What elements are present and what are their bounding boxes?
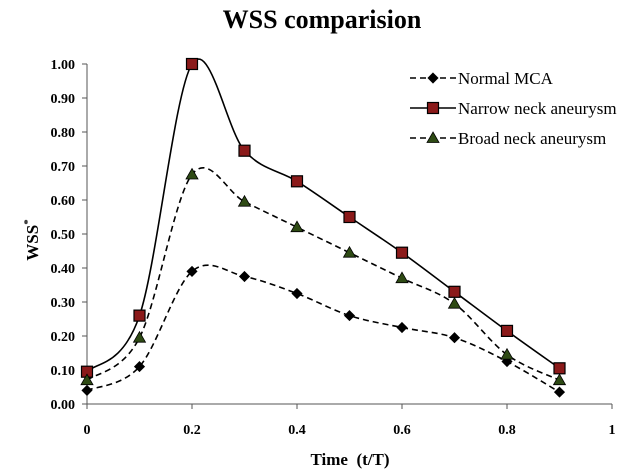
point-broad-neck-aneurysm-0 [80,373,94,386]
point-normal-mca-9 [553,386,566,398]
legend: Normal MCA Narrow neck aneurysm Broad neck… [410,69,617,148]
y-tick-label: 0.00 [51,398,76,413]
point-normal-mca-1 [133,361,146,373]
x-tick-label: 0.8 [498,423,516,438]
point-normal-mca-2 [186,265,198,277]
y-tick-label: 0.10 [51,364,76,379]
point-broad-neck-aneurysm-1 [132,330,147,343]
legend-marker-normal-mca [427,72,439,84]
legend-marker-narrow-neck-aneurysm [426,101,440,115]
legend-label-normal-mca: Normal MCA [458,69,554,88]
point-broad-neck-aneurysm-4 [290,220,304,233]
point-narrow-neck-aneurysm-6 [395,246,409,259]
y-axis-ticks: 0.00 0.10 0.20 0.30 0.40 0.50 0.60 0.70 0.80 0.90… [51,58,87,413]
point-normal-mca-5 [343,310,356,322]
x-tick-label: 0 [84,423,91,438]
point-narrow-neck-aneurysm-4 [290,175,304,188]
point-broad-neck-aneurysm-3 [237,194,252,207]
legend-marker-broad-neck-aneurysm [426,131,440,143]
x-tick-label: 0.4 [288,423,306,438]
series-normal-mca [81,264,566,398]
point-narrow-neck-aneurysm-3 [238,144,251,157]
y-tick-label: 0.90 [51,92,76,107]
point-normal-mca-4 [291,287,303,300]
legend-label-narrow-neck-aneurysm: Narrow neck aneurysm [458,99,617,118]
point-narrow-neck-aneurysm-7 [448,285,461,298]
y-tick-label: 0.40 [51,262,76,277]
y-axis-label-superscript: * [22,219,34,225]
point-broad-neck-aneurysm-8 [500,347,514,360]
point-normal-mca-0 [81,384,93,396]
y-axis-label-group: WSS* [22,219,42,261]
legend-label-broad-neck-aneurysm: Broad neck aneurysm [458,129,606,148]
series-broad-neck-aneurysm [80,166,567,386]
x-axis-label: Time (t/T) [310,450,389,469]
point-broad-neck-aneurysm-5 [342,245,357,258]
y-tick-label: 0.50 [51,228,76,243]
chart-title: WSS comparision [223,5,422,34]
y-tick-label: 1.00 [51,58,76,73]
y-tick-label: 0.70 [51,160,76,175]
series-line-normal-mca [86,264,560,393]
y-tick-label: 0.80 [51,126,76,141]
point-narrow-neck-aneurysm-9 [553,362,566,375]
point-broad-neck-aneurysm-9 [552,373,567,386]
y-axis-label-main: WSS [23,225,42,261]
x-axis-ticks: 0 0.2 0.4 0.6 0.8 1 [84,404,616,438]
legend-item-broad-neck-aneurysm: Broad neck aneurysm [410,129,606,148]
y-tick-label: 0.60 [51,194,76,209]
point-broad-neck-aneurysm-7 [447,296,462,309]
point-normal-mca-6 [396,321,408,334]
point-broad-neck-aneurysm-6 [395,271,409,284]
point-narrow-neck-aneurysm-1 [133,309,146,322]
series-narrow-neck-aneurysm [80,57,566,378]
point-normal-mca-7 [448,332,461,344]
y-axis-label: WSS* [22,219,42,261]
point-narrow-neck-aneurysm-2 [185,57,199,71]
x-tick-label: 1 [609,423,616,438]
point-narrow-neck-aneurysm-5 [343,210,356,224]
y-tick-label: 0.20 [51,330,76,345]
x-tick-label: 0.2 [183,423,201,438]
series-layer [80,57,567,398]
y-tick-label: 0.30 [51,296,76,311]
point-normal-mca-3 [238,270,251,283]
legend-item-normal-mca: Normal MCA [410,69,554,88]
x-tick-label: 0.6 [393,423,411,438]
point-narrow-neck-aneurysm-8 [500,324,514,337]
point-broad-neck-aneurysm-2 [185,167,199,180]
series-line-broad-neck-aneurysm [86,166,560,381]
legend-item-narrow-neck-aneurysm: Narrow neck aneurysm [410,99,617,118]
